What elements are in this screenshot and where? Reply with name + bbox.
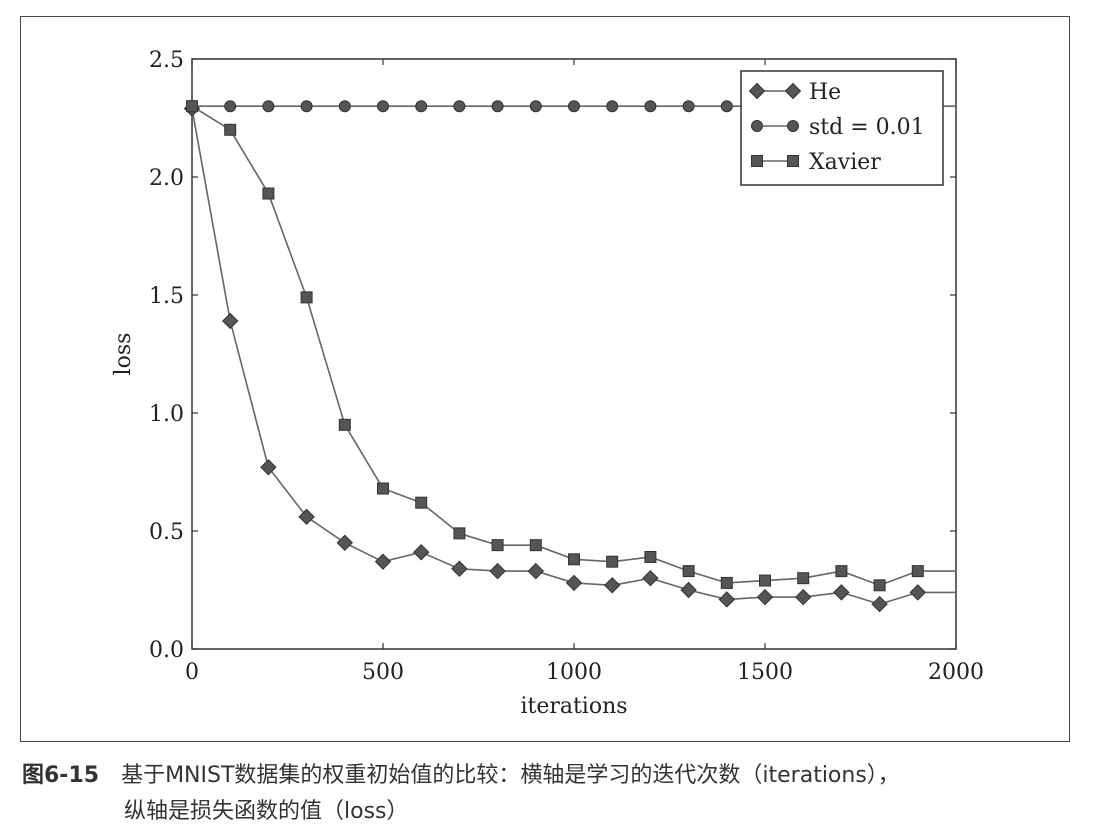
legend-marker-diamond [748,82,766,100]
data-point-diamond [412,544,430,561]
data-point-square [568,553,580,566]
data-point-square [377,482,389,495]
data-point-square [797,572,810,585]
data-point-circle [491,100,504,113]
data-point-diamond [336,534,354,552]
data-point-square [873,579,886,592]
data-point-diamond [527,562,545,580]
data-point-circle [224,100,237,113]
data-point-circle [682,100,695,113]
legend-marker-square [787,155,799,167]
data-point-circle [606,100,619,113]
series-layer [183,100,956,613]
x-tick-label: 1500 [737,660,793,685]
data-point-diamond [603,577,621,594]
data-point-square [415,496,428,509]
caption-label: 图6-15 [22,763,100,788]
y-axis-title: loss [111,333,136,376]
data-point-diamond [489,562,506,580]
caption-text-line1: 基于MNIST数据集的权重初始值的比较：横轴是学习的迭代次数（iteration… [121,763,900,788]
data-point-square [338,418,351,431]
data-point-diamond [794,588,812,606]
x-tick-label: 2000 [928,660,984,685]
data-point-square [835,565,848,578]
legend-marker-diamond [784,82,802,100]
data-point-diamond [871,595,888,613]
figure-frame: 0 500 1000 1500 2000 0.0 0.5 1.0 1.5 2.0 2.5 He std… [20,16,1070,742]
data-point-square [529,539,542,552]
x-tick-label: 500 [362,660,404,685]
data-point-square [644,550,657,563]
caption-text-line2: 纵轴是损失函数的值（loss） [124,799,409,824]
legend-box [740,70,944,186]
data-point-circle [644,100,657,113]
legend-marker-square [751,155,763,167]
data-point-square [262,187,275,200]
legend-marker-circle [751,120,763,132]
y-tick-label: 0.5 [149,520,184,545]
figure-caption: 图6-15 基于MNIST数据集的权重初始值的比较：横轴是学习的迭代次数（iter… [22,758,1082,830]
data-point-diamond [909,584,927,601]
data-point-diamond [833,584,850,601]
data-point-circle [300,100,313,113]
data-point-circle [720,100,733,113]
data-point-diamond [756,588,774,606]
x-axis-title: iterations [520,694,627,719]
data-point-square [224,123,237,136]
data-point-diamond [451,560,468,577]
data-point-diamond [680,581,697,599]
data-point-circle [415,100,428,113]
data-point-circle [453,100,466,113]
y-tick-label: 0.0 [149,638,184,663]
data-point-square [759,574,771,587]
plot-area: 0 500 1000 1500 2000 0.0 0.5 1.0 1.5 2.0 2.5 [149,48,984,685]
data-point-square [720,576,733,589]
loss-chart: 0 500 1000 1500 2000 0.0 0.5 1.0 1.5 2.0 2.5 He std… [111,48,984,719]
data-point-square [606,555,619,568]
data-point-circle [529,100,542,113]
y-tick-label: 2.5 [149,48,184,73]
legend-label: Xavier [809,150,881,175]
y-tick-label: 2.0 [149,166,184,191]
legend-label: std = 0.01 [809,115,925,140]
data-point-square [186,100,198,113]
data-point-square [491,539,504,552]
legend: He std = 0.01 Xavier [740,70,944,186]
data-point-circle [568,100,580,113]
data-point-square [682,565,695,578]
data-point-diamond [374,553,392,570]
legend-label: He [809,80,841,105]
data-point-square [453,527,466,540]
data-point-diamond [565,574,583,592]
data-point-diamond [221,312,239,330]
data-point-diamond [718,591,736,608]
data-point-circle [338,100,351,113]
x-tick-label: 1000 [546,660,602,685]
y-tick-label: 1.5 [149,284,184,309]
x-tick-label: 0 [185,660,199,685]
data-point-diamond [260,459,277,476]
data-point-circle [377,100,389,113]
data-point-square [911,565,924,578]
y-tick-label: 1.0 [149,402,184,427]
data-point-diamond [642,569,659,587]
legend-marker-circle [787,120,799,132]
data-point-circle [262,100,275,113]
data-point-square [300,291,313,304]
data-point-diamond [298,508,315,526]
